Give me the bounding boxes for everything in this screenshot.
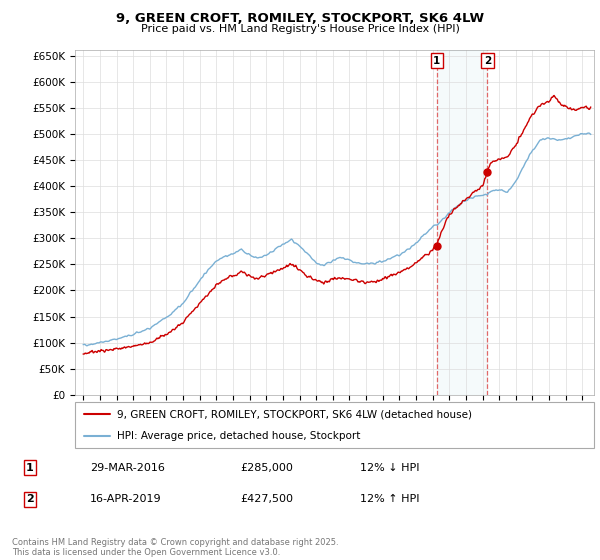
Text: 1: 1 (26, 463, 34, 473)
Text: HPI: Average price, detached house, Stockport: HPI: Average price, detached house, Stoc… (116, 431, 360, 441)
Text: £427,500: £427,500 (240, 494, 293, 504)
FancyBboxPatch shape (75, 402, 594, 448)
Text: 12% ↑ HPI: 12% ↑ HPI (360, 494, 419, 504)
Text: 1: 1 (433, 55, 440, 66)
Text: 9, GREEN CROFT, ROMILEY, STOCKPORT, SK6 4LW (detached house): 9, GREEN CROFT, ROMILEY, STOCKPORT, SK6 … (116, 409, 472, 419)
Bar (437, 50, 487, 395)
Text: 12% ↓ HPI: 12% ↓ HPI (360, 463, 419, 473)
Text: 2: 2 (26, 494, 34, 504)
Text: Contains HM Land Registry data © Crown copyright and database right 2025.
This d: Contains HM Land Registry data © Crown c… (12, 538, 338, 557)
Text: 2: 2 (484, 55, 491, 66)
Text: 29-MAR-2016: 29-MAR-2016 (90, 463, 165, 473)
Text: 9, GREEN CROFT, ROMILEY, STOCKPORT, SK6 4LW: 9, GREEN CROFT, ROMILEY, STOCKPORT, SK6 … (116, 12, 484, 25)
Text: £285,000: £285,000 (240, 463, 293, 473)
Text: 16-APR-2019: 16-APR-2019 (90, 494, 161, 504)
Text: Price paid vs. HM Land Registry's House Price Index (HPI): Price paid vs. HM Land Registry's House … (140, 24, 460, 34)
